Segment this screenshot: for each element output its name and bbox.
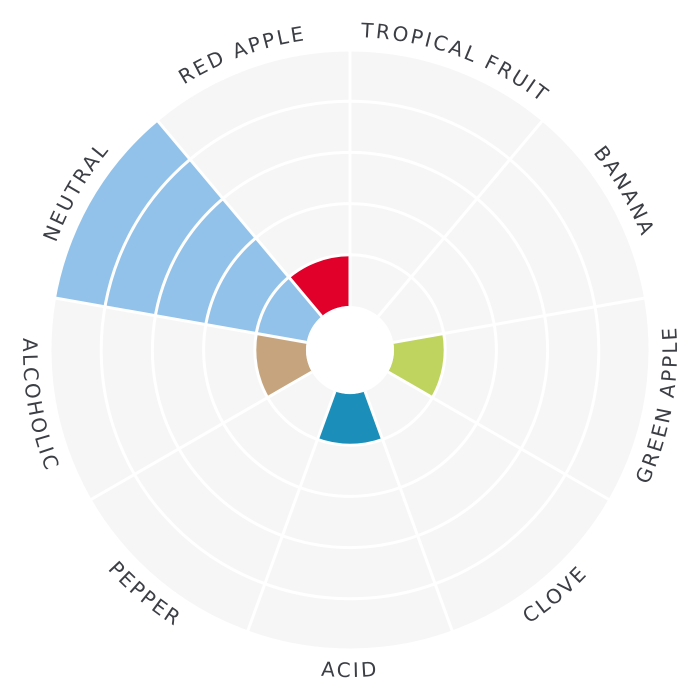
bar-alcoholic-level-1 — [254, 333, 312, 398]
grid-spoke-6 — [245, 390, 337, 634]
chart-bars — [54, 120, 446, 446]
grid-spoke-2 — [377, 118, 545, 318]
grid-spoke-9 — [155, 118, 323, 318]
bar-neutral-level-2 — [205, 237, 289, 334]
bar-red-apple-level-1 — [288, 254, 350, 317]
bar-neutral-level-5 — [54, 120, 191, 307]
wheel-center-hole — [306, 306, 394, 394]
bar-neutral-level-1 — [256, 277, 322, 343]
grid-spoke-5 — [363, 390, 455, 634]
grid-spoke-8 — [53, 296, 307, 344]
grid-spoke-7 — [88, 370, 313, 502]
grid-spoke-3 — [393, 296, 647, 344]
bar-neutral-level-4 — [104, 159, 223, 316]
bar-green-apple-level-1 — [388, 333, 446, 398]
category-label-text: ACID — [321, 657, 377, 682]
bar-neutral-level-3 — [155, 198, 256, 325]
grid-spoke-4 — [387, 370, 612, 502]
category-label-acid: ACID — [321, 657, 380, 682]
chart-gridlines — [48, 48, 652, 652]
bar-acid-level-1 — [317, 391, 383, 446]
